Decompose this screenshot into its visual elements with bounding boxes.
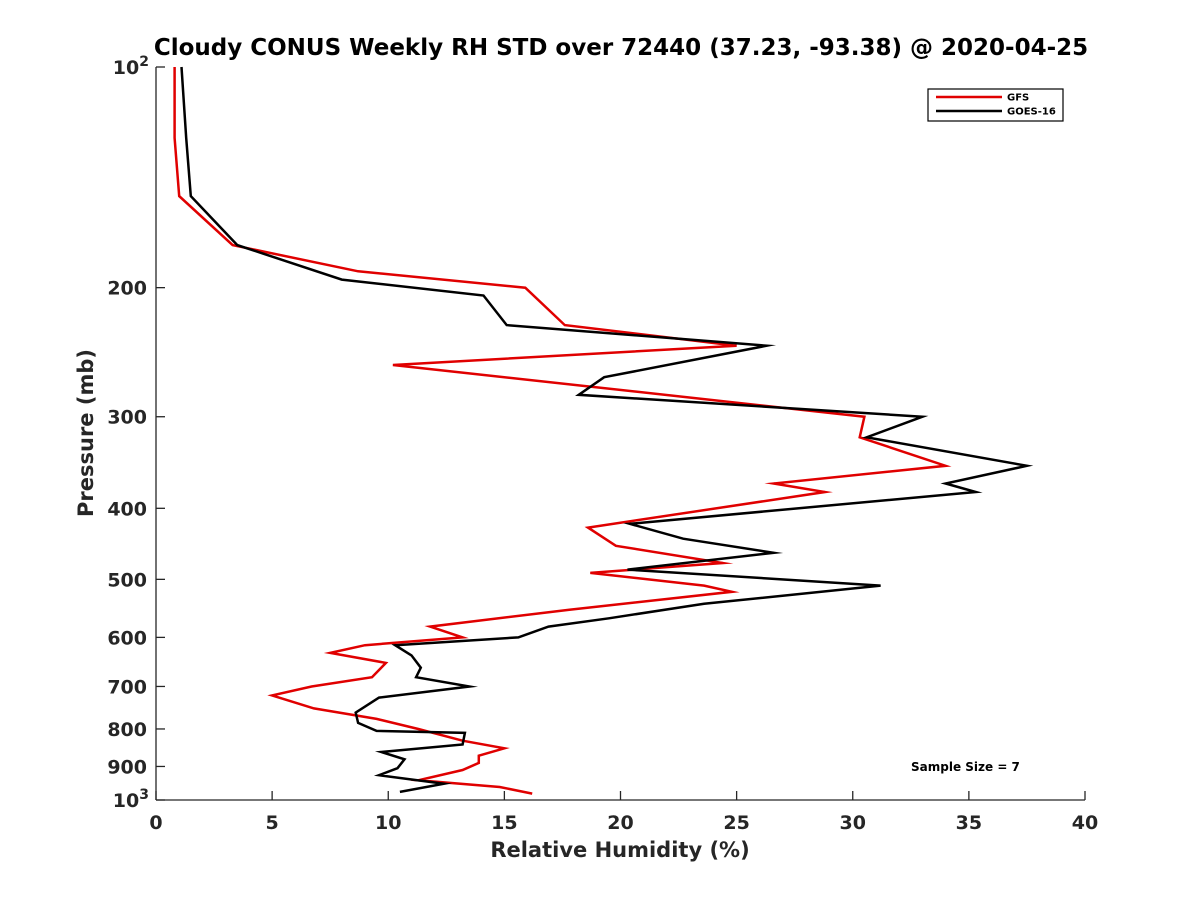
y-tick-label: 102 <box>113 54 149 79</box>
x-tick-label: 10 <box>375 812 401 834</box>
x-tick-label: 0 <box>149 812 162 834</box>
x-tick-label: 25 <box>723 812 749 834</box>
x-tick-label: 30 <box>840 812 866 834</box>
plot-area: 0 5 10 15 20 25 30 35 40 102 200 300 400 500 600 700 800… <box>107 54 1098 834</box>
x-tick-label: 40 <box>1072 812 1098 834</box>
sample-size-annotation: Sample Size = 7 <box>911 760 1020 774</box>
x-tick-label: 35 <box>956 812 982 834</box>
y-tick-label: 300 <box>107 407 147 429</box>
y-tick-label: 600 <box>107 627 147 649</box>
series-line-goes-16 <box>180 66 1034 794</box>
y-tick-label: 500 <box>107 569 147 591</box>
y-tick-label: 900 <box>107 756 147 778</box>
y-tick-label: 200 <box>107 278 147 300</box>
x-axis-label: Relative Humidity (%) <box>490 838 749 862</box>
chart-title: Cloudy CONUS Weekly RH STD over 72440 (3… <box>154 35 1088 61</box>
y-tick-label: 700 <box>107 676 147 698</box>
y-tick-label: 400 <box>107 498 147 520</box>
legend-label-goes16: GOES-16 <box>1007 107 1056 118</box>
y-axis-label: Pressure (mb) <box>74 349 98 517</box>
y-tick-label: 103 <box>113 787 149 812</box>
x-tick-label: 20 <box>607 812 633 834</box>
legend-label-gfs: GFS <box>1007 93 1029 104</box>
x-tick-label: 5 <box>266 812 279 834</box>
legend-box <box>927 88 1064 122</box>
legend: GFS GOES-16 <box>927 88 1064 122</box>
y-tick-label: 800 <box>107 719 147 741</box>
x-tick-label: 15 <box>491 812 517 834</box>
